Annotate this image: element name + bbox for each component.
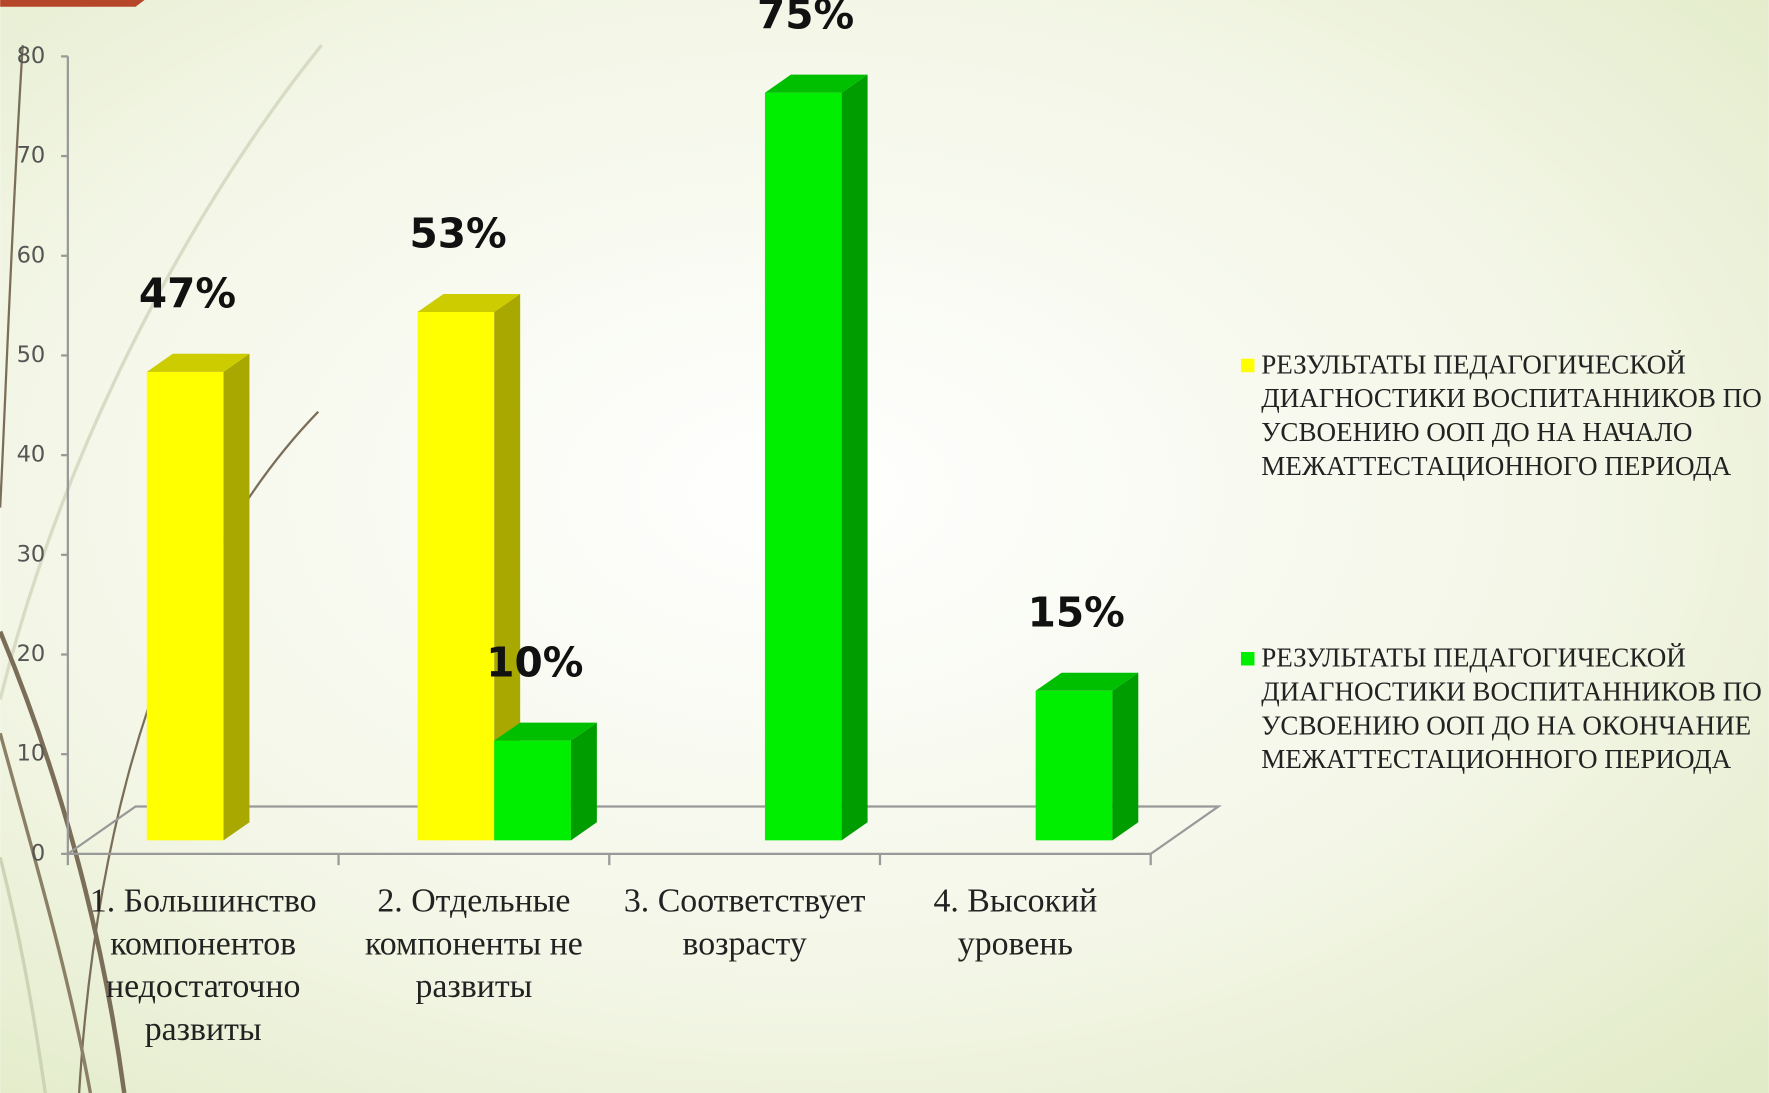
legend-swatch	[1240, 651, 1255, 666]
y-tick-label: 30	[17, 541, 46, 567]
legend-box: РЕЗУЛЬТАТЫ ПЕДАГОГИЧЕСКОЙ ДИАГНОСТИКИ ВО…	[1261, 350, 1762, 482]
x-tick-label: 1. Большинство компонентов недостаточно …	[89, 882, 317, 1048]
plot: 0 10 20 30 40 50 60 70 80 1. Большинство компонен…	[17, 0, 1762, 1048]
data-label: 15%	[1028, 589, 1125, 637]
corner-accent	[0, 0, 145, 7]
data-label: 53%	[410, 210, 507, 258]
bar-side	[494, 293, 521, 841]
x-tick-label: 3. Соответствует возрасту	[623, 882, 866, 963]
bar-top	[1035, 672, 1139, 691]
bar-top	[494, 722, 597, 741]
x-tick-label: 4. Высокий уровень	[933, 882, 1098, 963]
legend-label: РЕЗУЛЬТАТЫ ПЕДАГОГИЧЕСКОЙ ДИАГНОСТИКИ ВО…	[1261, 644, 1762, 775]
bar-front	[417, 312, 495, 841]
x-label-box: 4. Высокий уровень	[933, 882, 1098, 963]
bar-top	[417, 293, 521, 313]
y-tick-label: 50	[17, 342, 46, 368]
x-label-box: 2. Отдельные компоненты не развиты	[365, 882, 583, 1006]
y-tick-label: 0	[31, 840, 45, 866]
bar-side	[1112, 672, 1139, 841]
bar-side	[223, 353, 250, 841]
y-tick-label: 60	[17, 242, 46, 268]
bar-side	[841, 74, 868, 841]
x-label-box: 1. Большинство компонентов недостаточно …	[89, 882, 317, 1048]
bar-front	[1035, 690, 1113, 841]
bar	[494, 722, 597, 841]
bar	[146, 353, 250, 841]
legend-swatch	[1240, 358, 1255, 373]
y-tick-label: 40	[17, 442, 46, 468]
y-tick-label: 70	[17, 143, 46, 169]
bar	[1035, 672, 1139, 841]
bar	[764, 74, 868, 841]
legend-label: РЕЗУЛЬТАТЫ ПЕДАГОГИЧЕСКОЙ ДИАГНОСТИКИ ВО…	[1261, 350, 1762, 482]
data-label: 10%	[486, 638, 583, 686]
bar-front	[146, 371, 224, 841]
bar-front	[494, 740, 571, 841]
y-tick-label: 10	[17, 741, 46, 767]
floor	[67, 805, 1222, 855]
data-label: 75%	[757, 0, 854, 38]
y-tick-label: 20	[17, 641, 46, 667]
y-tick-label: 80	[17, 43, 46, 69]
bar	[417, 293, 521, 841]
bar-top	[764, 74, 868, 93]
x-label-box: 3. Соответствует возрасту	[623, 882, 866, 963]
bar-side	[570, 722, 597, 841]
data-label: 47%	[139, 270, 236, 318]
x-tick-label: 2. Отдельные компоненты не развиты	[365, 882, 583, 1006]
legend-box: РЕЗУЛЬТАТЫ ПЕДАГОГИЧЕСКОЙ ДИАГНОСТИКИ ВО…	[1261, 644, 1762, 775]
bar-front	[764, 92, 842, 841]
bar-top	[146, 353, 250, 372]
